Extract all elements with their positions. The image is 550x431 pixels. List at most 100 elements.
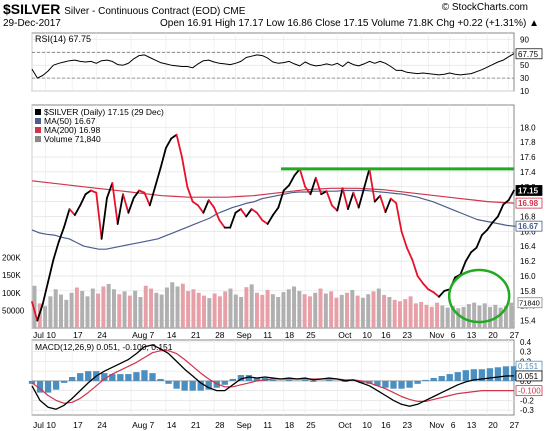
price-segment [90,189,98,194]
rsi-tick-label: 30 [520,74,529,83]
price-segment [218,219,226,229]
volume-bar [138,297,143,328]
macd-histogram-bar [510,366,518,381]
price-legend-entry: MA(50) 16.67 [44,116,96,126]
price-segment [507,189,515,202]
price-segment [331,204,339,212]
volume-bar [43,306,48,328]
volume-bar [186,291,191,328]
macd-histogram-bar [28,380,36,384]
price-segment [480,228,489,236]
price-x-tick-label: 10 [362,330,372,340]
price-segment [320,190,328,196]
volume-bar [503,306,508,328]
macd-histogram-bar [125,374,132,381]
volume-bar [202,295,206,328]
rsi-tick-label: 50 [520,61,529,70]
price-segment [411,258,419,277]
price-segment [400,230,408,249]
price-segment [79,193,87,207]
price-tick-label: 15.8 [520,287,536,296]
macd-histogram-bar [382,380,389,388]
macd-x-tick-label: 13 [467,420,477,430]
volume-bar [270,294,275,328]
price-x-tick-label: Sep [237,330,252,340]
price-segment [245,208,253,218]
price-segment [266,214,274,225]
macd-histogram-bar [502,366,510,381]
macd-histogram-bar [157,378,164,381]
price-segment [181,156,189,188]
macd-histogram-bar [36,380,44,393]
price-tick-label: 16.8 [520,213,536,222]
macd-histogram-bar [446,374,453,381]
volume-bar [48,296,53,328]
volume-tick-label: 150K [2,271,21,280]
volume-bar [159,294,164,328]
macd-histogram-bar [69,377,76,381]
price-x-tick-label: 21 [191,330,201,340]
macd-x-tick-label: Sep [237,420,252,430]
volume-bar [196,292,201,328]
macd-x-tick-label: 6 [451,420,456,430]
macd-x-tick-label: Aug 7 [132,420,154,430]
macd-x-tick-label: 24 [97,420,107,430]
volume-bar [80,291,85,328]
rsi-tick-label: 10 [520,87,529,96]
volume-bar [164,287,169,328]
price-segment [470,246,478,254]
volume-bar [360,297,365,328]
macd-tick-label: 0.4 [520,338,532,347]
price-segment [341,187,349,210]
macd-histogram-bar [189,380,196,391]
price-segment [122,193,130,214]
macd-histogram-bar [173,380,180,389]
macd-x-tick-label: 23 [403,420,413,430]
price-segment [389,197,398,205]
macd-histogram-bar [358,380,365,383]
macd-histogram-bar [398,380,405,389]
macd-histogram-bar [133,372,140,381]
price-segment [148,185,157,207]
price-tick-label: 17.6 [520,153,536,162]
volume-bar [133,290,138,328]
volume-bar [509,302,514,328]
price-legend-entry: $SILVER (Daily) 17.15 (29 Dec) [44,107,164,117]
price-x-tick-label: 10 [46,330,56,340]
volume-bar [355,295,360,328]
volume-bar [318,288,323,328]
volume-bar [32,285,37,328]
volume-bar [265,289,270,328]
price-segment [250,208,258,214]
volume-bar [466,304,471,328]
price-segment [143,191,151,207]
volume-bar [191,289,196,328]
price-segment [368,168,376,203]
macd-tick-label: 0.0 [520,377,532,386]
macd-histogram-bar [253,377,261,381]
volume-bar [244,287,249,328]
volume-bar [445,307,450,328]
price-segment [256,211,264,222]
macd-x-tick-label: 18 [285,420,295,430]
volume-bar [493,304,498,328]
volume-bar [249,284,254,328]
volume-bar [498,307,503,328]
macd-histogram-bar [245,375,253,381]
macd-line [31,344,515,410]
macd-histogram-bar [406,380,413,388]
macd-tick-label: -0.3 [520,406,534,415]
macd-histogram-bar [374,380,381,386]
price-segment [111,182,119,225]
price-last-badge [515,185,543,196]
macd-histogram-bar [117,374,124,381]
price-segment [175,133,183,158]
macd-histogram-bar [85,371,92,381]
price-segment [298,168,307,188]
macd-legend: MACD(12,26,9) 0.051, -0.100, 0.151 [35,342,173,352]
price-segment [336,187,344,212]
price-segment [47,258,55,283]
volume-bar [472,302,477,328]
macd-x-tick-label: 14 [167,420,177,430]
volume-bar [69,292,74,328]
